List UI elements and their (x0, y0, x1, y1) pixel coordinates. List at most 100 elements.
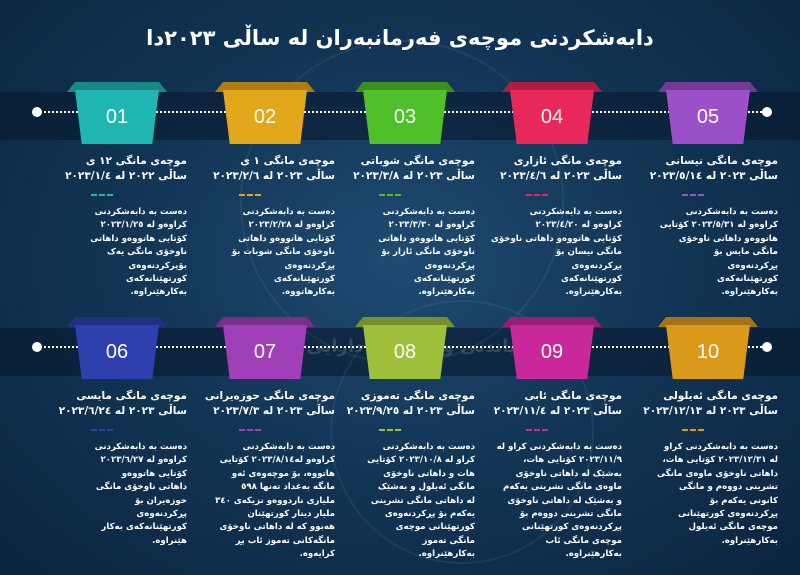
card-body: دەست بە دابەشکردنی کراوەو لە٢٠٢٣/٨/١٤ کۆت… (195, 441, 335, 562)
card-heading-line: ساڵی ٢٠٢٣ لە ٢٠٢٣/٦/٢٤ (58, 405, 187, 417)
card-body-line: بەکارهێنراوە. (130, 287, 187, 298)
dashed-separator (379, 429, 401, 431)
card-body-line: ماوەی مانگی تشرینی یەکەم (503, 482, 622, 493)
card-body-line: بەکارهێنراوە. (721, 535, 778, 546)
card-body-line: حوزەیران بۆ (134, 495, 187, 506)
card-body-line: بەکارهاتووە. (281, 287, 335, 298)
card-body-line: بەکارهێنراوە. (565, 549, 622, 560)
card-heading-line: ساڵی ٢٠٢٣ لە ٢٠٢٣/١٢/١٣ (643, 405, 778, 417)
card-body: دەست بە دابەشکردنی کراوەو لە ٢٠٢٣/١/٢٥ کۆت… (47, 206, 187, 300)
card-heading-line: موچەی مانگی شوباتی (360, 155, 475, 167)
card-body: دەست بە دابەشکردنی کراو لە ٢٠٢٣/١١/٩ کۆتا… (482, 441, 622, 562)
ribbon-fold (658, 317, 758, 327)
ribbon-fold (658, 82, 758, 92)
card-heading-line: ساڵی ٢٠٢٢ لە ٢٠٢٣/١/٤ (65, 170, 187, 182)
card-body-line: کراوەو لە ٢٠٢٣/١/٢٥ (100, 220, 187, 231)
card-body-line: ٢٠٢٣/١١/٩ کۆتایی هات، (523, 455, 622, 466)
card-heading-line: موچەی مانگی ١٢ ی (85, 155, 187, 167)
dashed-separator (91, 429, 113, 431)
card-body-line: مانگە بەغداد تەنها ٥٩٨ (241, 482, 335, 493)
card-body-line: کراوەو لە ٢٠٢٣/٣/٣٠ (388, 220, 475, 231)
card-heading-line: ساڵی ٢٠٢٣ لە ٢٠٢٣/٣/٨ (353, 170, 475, 182)
page-title: دابەشکردنی موچەی فەرمانبەران لە ساڵی ٢٠٢… (146, 26, 654, 50)
card-heading-line: موچەی مانگی حوزەیرانی (204, 390, 335, 402)
step-number-badge: 08 (363, 325, 447, 379)
timeline-dot-left (32, 342, 42, 352)
step-number-badge: 04 (510, 90, 594, 144)
card-body-line: دەست بە دابەشکردنی کراو لە (496, 442, 622, 452)
card-heading-line: ساڵی ٢٠٢٣ لە ٢٠٢٣/١١/٤ (493, 405, 622, 417)
ribbon-fold (67, 317, 167, 327)
card-body-line: پڕکردنەوەی (284, 260, 335, 271)
card-body: دەست بە دابەشکردنی کراوەو لە ٢٠٢٣/٤/٢٠ کۆت… (482, 206, 622, 300)
card-body-line: کورتهێنانەکەی (717, 274, 778, 285)
step-number-badge: 07 (223, 325, 307, 379)
dashed-separator (91, 194, 113, 196)
card-body-line: کۆتایی هاتووەو داهاتی ناوخۆی (490, 233, 622, 244)
card-body-line: کانونی یەکەم بۆ (709, 495, 778, 506)
card-heading-line: ساڵی ٢٠٢٣ لە ٢٠٢٣/٢/٦ (213, 170, 335, 182)
step-number-badge: 02 (223, 90, 307, 144)
card-body: دەست بە دابەشکردنی کراو لە ٢٠٢٣/١٠/٨ کۆتا… (335, 441, 475, 562)
step-number-badge: 10 (666, 325, 750, 379)
card-heading: موچەی مانگی مایسی ساڵی ٢٠٢٣ لە ٢٠٢٣/٦/٢٤ (47, 389, 187, 419)
ribbon-fold (355, 317, 455, 327)
card-body: دەست بە دابەشکردنی کراوەو لە ٢٠٢٣/٢/٢٨ کۆت… (195, 206, 335, 300)
card-body-line: لە ٢٠٢٣/١٢/٣١ کۆتایی هات، (662, 455, 778, 466)
card-body-line: کراوەو لە ٢٠٢٣/٤/٢٠ (535, 220, 622, 231)
card-heading: موچەی مانگی نیسانی ساڵی ٢٠٢٣ لە ٢٠٢٣/٥/١٤ (638, 154, 778, 184)
card-body-line: تشرینی دووەم و مانگی (679, 482, 778, 493)
step-number-badge: 03 (363, 90, 447, 144)
card-body-line: موچەی مانگی ئەیلول (688, 522, 778, 533)
card-body-line: ملیاری ناردووەو نزیکەی ٣٤٠ (215, 495, 335, 506)
card-body-line: ناوخۆی مانگی ئازار بۆ (381, 247, 475, 258)
card-body-line: کراوەو لە ٢٠٢٣/٦/٢٧ (100, 455, 187, 466)
card-body-line: دەست بە دابەشکردنی (242, 442, 335, 452)
card-body-line: داهاتی ناوخۆی مانگی (95, 482, 187, 493)
card-body-line: بەکارهێنراوە. (721, 287, 778, 298)
dashed-separator (682, 194, 704, 196)
card-body-line: کورتهێنانی موچەی (395, 522, 475, 533)
dashed-separator (239, 194, 261, 196)
card-body-line: ناوخۆی مانگی شوبات بۆ (231, 247, 335, 258)
card-body-line: پڕکردنەوەی (571, 260, 622, 271)
timeline-dot-left (32, 107, 42, 117)
card-body-line: بەکارهێنراوە. (565, 287, 622, 298)
card-heading-line: موچەی مانگی مایسی (76, 390, 187, 402)
dashed-separator (239, 429, 261, 431)
ribbon-fold (215, 317, 315, 327)
card-body-line: مانگی نیسان بۆ (555, 247, 622, 258)
card-body: دەست بە دابەشکردنی کراوەو لە ٢٠٢٣/٥/٣١ کۆ… (638, 206, 778, 300)
card-body-line: کورتهێنانەکەی بەکار (101, 522, 187, 533)
card-body-line: کرایەوە. (299, 549, 335, 560)
card-heading: موچەی مانگی ئازاری ساڵی ٢٠٢٣ لە ٢٠٢٣/٤/٦ (482, 154, 622, 184)
card-heading-line: ساڵی ٢٠٢٣ لە ٢٠٢٣/٥/١٤ (649, 170, 778, 182)
card-heading: موچەی مانگی ١٢ ی ساڵی ٢٠٢٢ لە ٢٠٢٣/١/٤ (47, 154, 187, 184)
step-number-badge: 06 (75, 325, 159, 379)
card-body-line: کۆتایی هاتووەو داهاتی (90, 233, 187, 244)
card-body-line: مانگەکانی تەموز ئاب پڕ (235, 535, 335, 546)
card-body-line: پڕکردنەوەی (727, 260, 778, 271)
ribbon-fold (502, 82, 602, 92)
card-body: دەست بە دابەشکردنی کراوەو لە ٢٠٢٣/٣/٣٠ کۆت… (335, 206, 475, 300)
card-body-line: دەست بە دابەشکردنی (529, 207, 622, 217)
card-body-line: کراوەو لە ٢٠٢٣/٢/٢٨ (248, 220, 335, 231)
card-heading-line: موچەی مانگی ئازاری (513, 155, 622, 167)
card-body-line: کۆتایی هاتووەو (121, 468, 187, 479)
card-body-line: هێنراوە. (152, 535, 187, 546)
card-heading-line: موچەی مانگی ١ ی (240, 155, 335, 167)
card-body-line: مانگی مایس بۆ (714, 247, 778, 258)
watermark-seal-inner (330, 300, 594, 564)
timeline-dot-right (762, 107, 772, 117)
card-body-line: دەست بە دابەشکردنی (685, 207, 778, 217)
ribbon-fold (67, 82, 167, 92)
card-body-line: دەست بە دابەشکردنی (94, 442, 187, 452)
card-body-line: کورتهێنانەکەی (414, 274, 475, 285)
card-body: دەست بە دابەشکردنی کراو لە ٢٠٢٣/١٢/٣١ کۆت… (638, 441, 778, 548)
card-body-line: کۆتایی هاتووەو داهاتی (378, 233, 475, 244)
card-body-line: کراو لە ٢٠٢٣/١٠/٨ کۆتایی (367, 455, 475, 466)
card-body-line: هاتووەو داهاتی ناوخۆی (678, 233, 778, 244)
card-body-line: لە داهاتی مانگی تشرینی (370, 495, 475, 506)
ribbon-fold (355, 82, 455, 92)
card-body-line: پڕکردنەوەی (136, 509, 187, 520)
